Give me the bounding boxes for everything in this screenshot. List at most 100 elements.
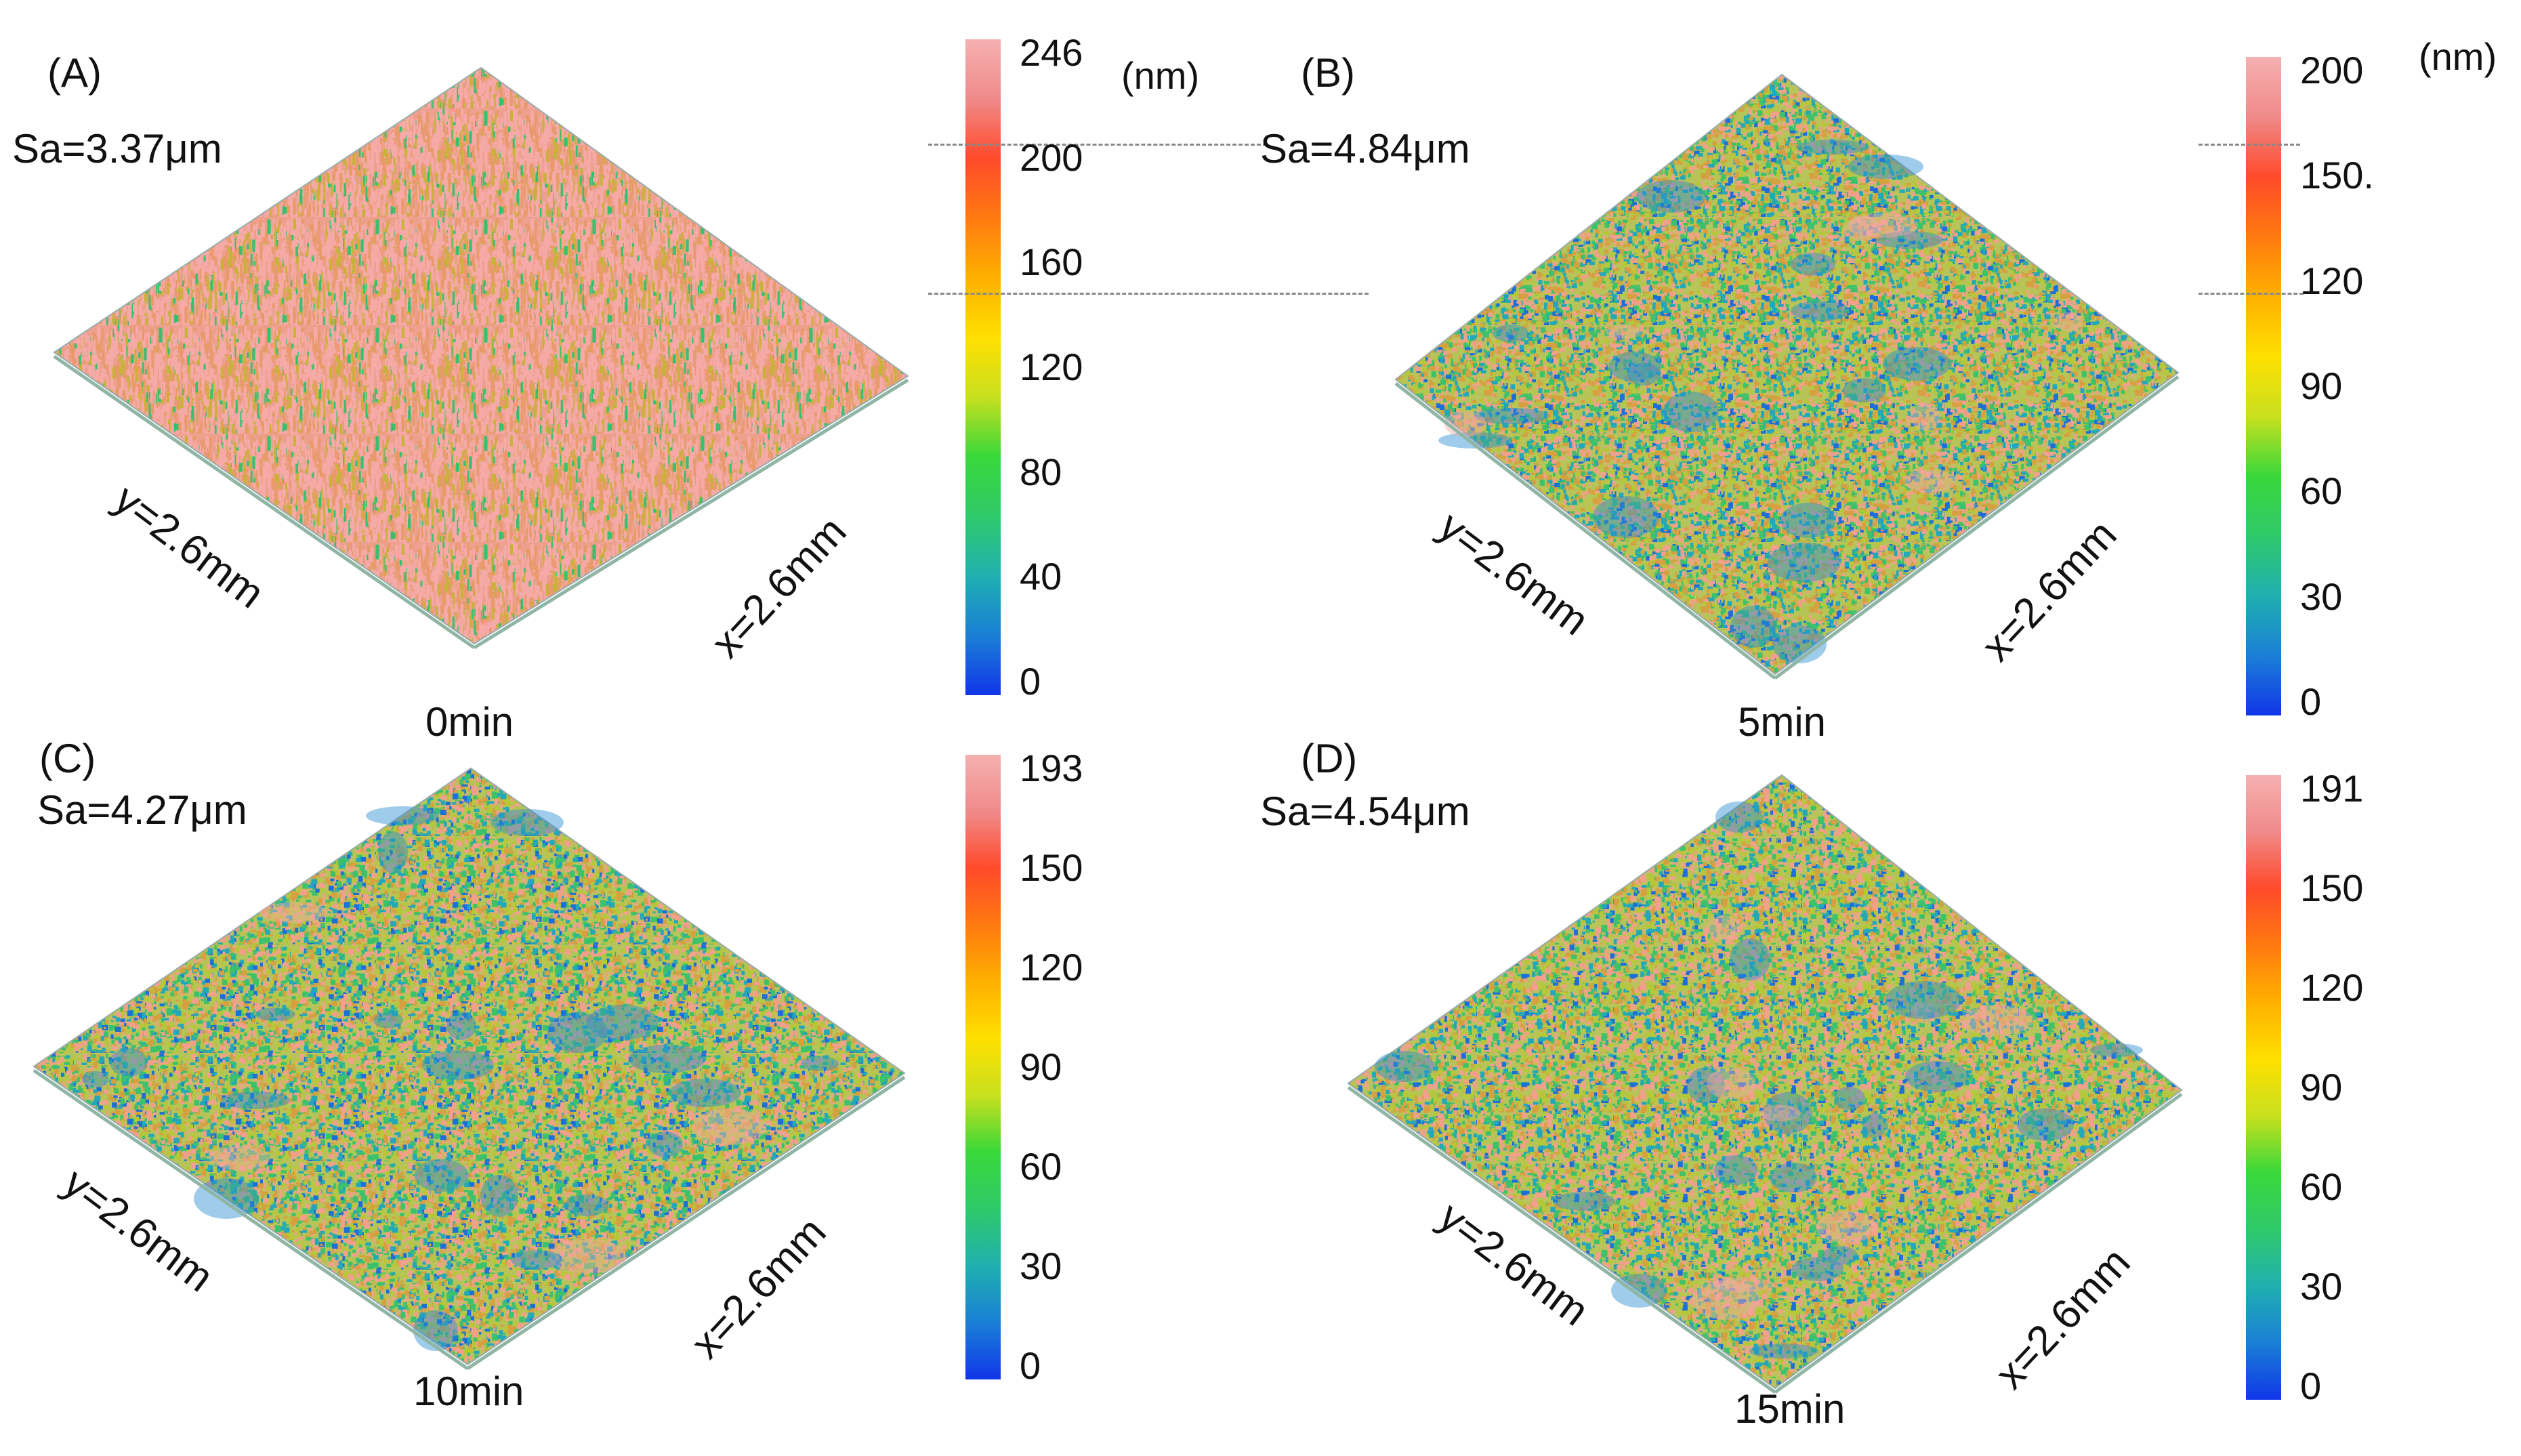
surface-feature xyxy=(669,1079,741,1107)
surface-feature xyxy=(1636,180,1705,213)
surface-edge xyxy=(1774,1092,2183,1394)
sa-value: Sa=4.54μm xyxy=(1260,789,1470,834)
colorbar-tick-label: 40 xyxy=(1020,555,1062,598)
panel-b: (B) Sa=4.84μm 5min y=2.6mm x=2.6mm (nm) … xyxy=(1260,0,2520,743)
surface-feature xyxy=(1849,213,1918,238)
surface-map xyxy=(53,66,909,645)
surface-edge xyxy=(1394,382,1776,680)
surface-feature xyxy=(1780,503,1836,538)
surface-edge xyxy=(53,354,476,650)
surface-feature xyxy=(1791,301,1850,321)
surface-map xyxy=(33,767,906,1366)
surface-feature xyxy=(1770,1163,1817,1192)
colorbar xyxy=(965,39,1001,695)
surface-feature xyxy=(415,1159,469,1192)
surface-feature xyxy=(648,1131,683,1157)
dashed-guide xyxy=(928,144,1267,146)
surface-feature xyxy=(366,806,439,825)
colorbar-tick-label: 60 xyxy=(1020,1145,1062,1188)
dashed-guide xyxy=(2199,293,2304,295)
surface-feature xyxy=(1846,215,1880,241)
sa-value: Sa=3.37μm xyxy=(12,126,222,171)
surface-feature xyxy=(1749,1344,1818,1358)
surface-feature xyxy=(1848,154,1923,179)
colorbar-tick-label: 200 xyxy=(2300,49,2364,91)
surface-feature xyxy=(373,1012,403,1028)
surface-feature xyxy=(1730,938,1770,980)
surface-feature xyxy=(587,1005,659,1040)
colorbar-tick-label: 150. xyxy=(2300,154,2374,197)
colorbar-tick-label: 120 xyxy=(1020,946,1083,989)
surface-feature xyxy=(2017,1108,2074,1141)
panel-c: (C) Sa=4.27μm 10min y=2.6mm x=2.6mm 193 1… xyxy=(0,728,1260,1455)
surface-feature xyxy=(480,1175,518,1217)
colorbar-unit: (nm) xyxy=(1121,54,1200,97)
surface-feature xyxy=(1553,1192,1615,1211)
colorbar-tick-label: 0 xyxy=(1020,660,1041,703)
surface-feature xyxy=(1707,915,1740,940)
surface-feature xyxy=(1627,362,1660,386)
surface-feature xyxy=(1663,392,1719,432)
surface-edge xyxy=(1347,1085,1776,1394)
surface-feature xyxy=(1608,352,1661,381)
panel-d: (D) Sa=4.54μm 15min y=2.6mm x=2.6mm 191 1… xyxy=(1260,728,2520,1455)
surface-feature xyxy=(1714,1155,1757,1185)
colorbar xyxy=(2246,775,2281,1400)
surface-feature xyxy=(1730,606,1776,648)
surface-feature xyxy=(422,1050,494,1080)
colorbar-tick-label: 30 xyxy=(2300,1265,2343,1308)
colorbar-tick-label: 191 xyxy=(2300,767,2364,810)
surface-feature xyxy=(1792,1257,1843,1281)
colorbar xyxy=(2246,57,2281,715)
surface-feature xyxy=(1843,378,1886,402)
panel-label: (B) xyxy=(1301,50,1355,96)
surface-plot-c xyxy=(33,767,906,1371)
surface-edge xyxy=(473,378,909,650)
surface-edge xyxy=(1774,375,2180,680)
surface-feature xyxy=(1692,1281,1760,1320)
surface-feature xyxy=(1493,325,1529,342)
colorbar-tick-label: 120 xyxy=(1020,346,1083,388)
surface-feature xyxy=(1796,140,1869,154)
surface-feature xyxy=(565,1194,608,1216)
sa-value: Sa=4.27μm xyxy=(37,787,247,833)
panel-label: (A) xyxy=(47,50,102,96)
surface-feature xyxy=(1768,543,1841,582)
surface-feature xyxy=(547,1012,608,1053)
colorbar-tick-label: 90 xyxy=(2300,365,2343,407)
surface-feature xyxy=(1611,1274,1667,1308)
colorbar-tick-label: 200 xyxy=(1020,136,1083,179)
surface-feature xyxy=(1822,1246,1858,1265)
surface-feature xyxy=(2090,1043,2143,1057)
sa-value: Sa=4.84μm xyxy=(1260,126,1470,171)
surface-feature xyxy=(692,1108,766,1145)
surface-feature xyxy=(1438,432,1512,449)
surface-feature xyxy=(194,1178,259,1219)
surface-feature xyxy=(1715,802,1763,833)
colorbar-tick-label: 0 xyxy=(1020,1344,1041,1387)
surface-plot-d xyxy=(1347,774,2183,1394)
surface-feature xyxy=(1816,1211,1877,1243)
surface-feature xyxy=(1834,1087,1865,1110)
colorbar-tick-label: 90 xyxy=(2300,1066,2343,1108)
surface-feature xyxy=(1764,1092,1812,1134)
colorbar-tick-label: 30 xyxy=(1020,1245,1062,1287)
surface-feature xyxy=(1877,231,1943,249)
surface-feature xyxy=(1791,253,1835,276)
colorbar-tick-label: 60 xyxy=(2300,470,2343,513)
time-label: 5min xyxy=(1738,699,1827,745)
surface-feature xyxy=(1593,496,1659,538)
surface-feature xyxy=(1911,402,1940,431)
panel-a: (A) Sa=3.37μm 0min y=2.6mm x=2.6mm (nm) … xyxy=(0,0,1369,743)
surface-feature xyxy=(260,902,328,923)
surface-feature xyxy=(1885,981,1961,1019)
surface-feature xyxy=(1961,1005,2033,1035)
colorbar-unit: (nm) xyxy=(2419,35,2497,78)
surface-feature xyxy=(255,1007,295,1021)
surface-feature xyxy=(1687,1067,1725,1104)
colorbar-tick-label: 0 xyxy=(2300,680,2322,723)
surface-map xyxy=(1347,774,2183,1390)
surface-feature xyxy=(1912,1002,1936,1024)
colorbar xyxy=(965,755,1001,1379)
